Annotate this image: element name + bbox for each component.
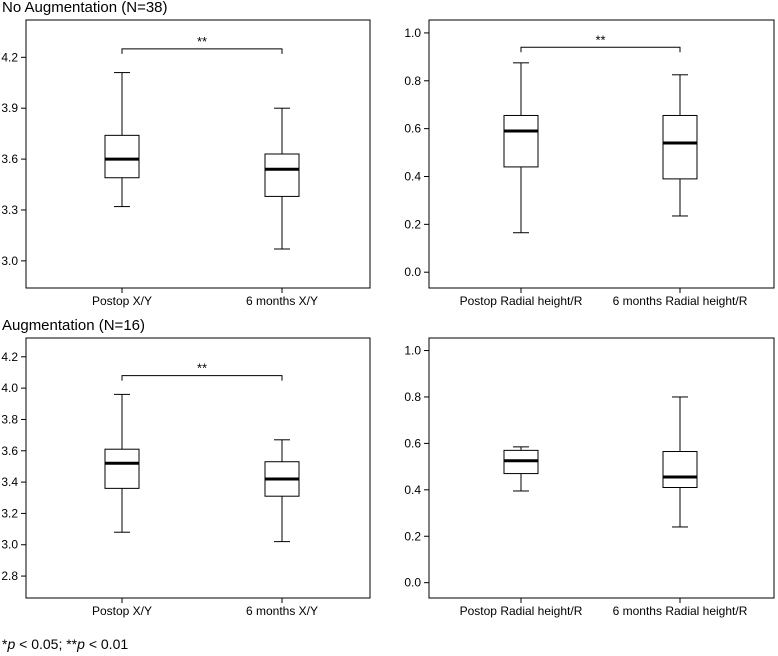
panel-2-ytick-label-1: 0.2 xyxy=(404,217,421,231)
panel-1-frame xyxy=(25,19,371,289)
panel-4-frame xyxy=(428,337,775,599)
panel-2-ytick-label-5: 1.0 xyxy=(404,26,421,40)
panel-3-significance-label: ** xyxy=(197,361,207,376)
panel-1-xtick-label-1: 6 months X/Y xyxy=(246,294,318,308)
panel-3-ytick-label-4: 3.6 xyxy=(1,444,18,458)
footnote-p-1: p xyxy=(7,636,16,652)
footnote-star-2: ** xyxy=(66,636,78,652)
footnote-p-2: p xyxy=(77,636,85,652)
panel-4-ytick-label-1: 0.2 xyxy=(404,529,421,543)
significance-footnote: *p < 0.05; **p < 0.01 xyxy=(2,636,128,652)
footnote-text-2: < 0.01 xyxy=(84,636,129,652)
panel-4-xtick-label-0: Postop Radial height/R xyxy=(460,604,583,618)
panel-4-xtick-label-1: 6 months Radial height/R xyxy=(613,604,748,618)
panel-1-significance-bracket xyxy=(121,48,283,54)
panel-3-ytick-label-0: 2.8 xyxy=(1,569,18,583)
panel-1-box-2-iqr xyxy=(264,153,300,197)
panel-2-xtick-label-1: 6 months Radial height/R xyxy=(613,294,748,308)
panel-3-box-1-iqr xyxy=(104,448,140,489)
panel-2-xtick-label-0: Postop Radial height/R xyxy=(460,294,583,308)
panel-1-box-1-iqr xyxy=(104,134,140,179)
panel-1-ytick-label-3: 3.9 xyxy=(1,101,18,115)
panel-2-significance-bracket xyxy=(520,46,681,53)
panel-1-ytick-label-1: 3.3 xyxy=(1,203,18,217)
panel-4-ytick-label-2: 0.4 xyxy=(404,483,421,497)
panel-3-ytick-label-5: 3.8 xyxy=(1,412,18,426)
panel-1-ytick-label-2: 3.6 xyxy=(1,152,18,166)
panel-2-box-2-iqr xyxy=(662,114,698,180)
panel-4-ytick-label-3: 0.6 xyxy=(404,436,421,450)
footnote-star-1: * xyxy=(2,636,8,652)
panel-3-frame xyxy=(25,337,371,599)
group-title-no-augmentation: No Augmentation (N=38) xyxy=(2,0,168,16)
panel-2-ytick-label-2: 0.4 xyxy=(404,169,421,183)
panel-4-ytick-label-5: 1.0 xyxy=(404,344,421,358)
panel-3-ytick-label-1: 3.0 xyxy=(1,538,18,552)
panel-3-significance-bracket xyxy=(121,375,283,381)
panel-3-ytick-label-3: 3.4 xyxy=(1,475,18,489)
panel-2-ytick-label-3: 0.6 xyxy=(404,122,421,136)
panel-4-box-2-iqr xyxy=(662,451,698,488)
panel-1-ytick-label-0: 3.0 xyxy=(1,254,18,268)
panel-3-xtick-label-0: Postop X/Y xyxy=(92,604,152,618)
panel-3-xtick-label-1: 6 months X/Y xyxy=(246,604,318,618)
group-title-augmentation: Augmentation (N=16) xyxy=(2,317,145,334)
panel-3-ytick-label-6: 4.0 xyxy=(1,381,18,395)
panel-2-frame xyxy=(428,19,775,289)
panel-2-ytick-label-0: 0.0 xyxy=(404,265,421,279)
panel-1-xtick-label-0: Postop X/Y xyxy=(92,294,152,308)
panel-1-ytick-label-4: 4.2 xyxy=(1,50,18,64)
panel-2-ytick-label-4: 0.8 xyxy=(404,74,421,88)
panel-1-significance-label: ** xyxy=(197,34,207,49)
panel-3-ytick-label-2: 3.2 xyxy=(1,506,18,520)
panel-2-significance-label: ** xyxy=(595,32,605,47)
footnote-text-1: < 0.05; xyxy=(15,636,67,652)
panel-4-ytick-label-0: 0.0 xyxy=(404,576,421,590)
panel-3-ytick-label-7: 4.2 xyxy=(1,350,18,364)
panel-4-ytick-label-4: 0.8 xyxy=(404,390,421,404)
panel-2-box-1-iqr xyxy=(503,114,539,168)
